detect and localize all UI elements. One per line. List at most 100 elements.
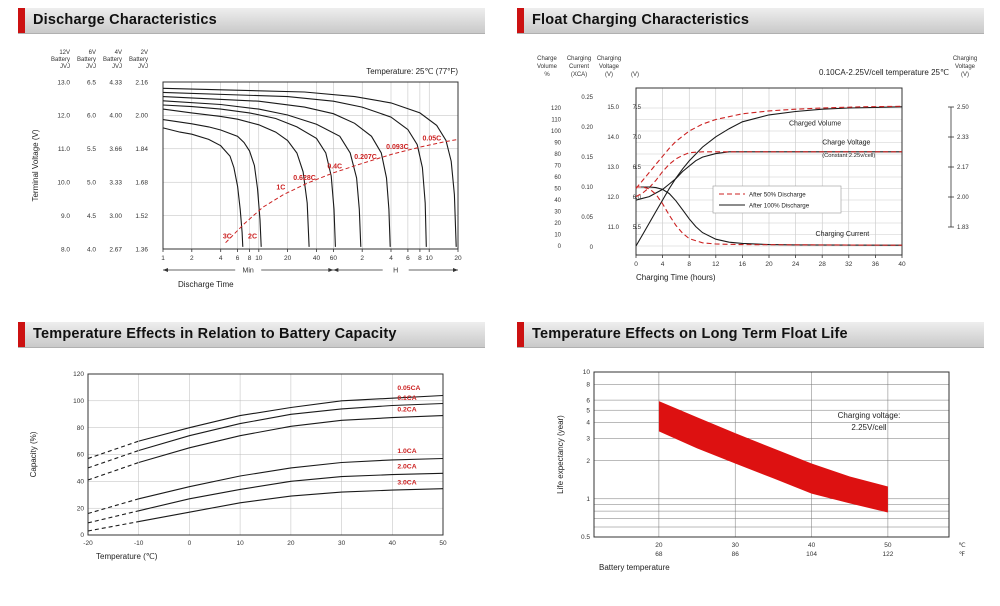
svg-text:Charge Voltage: Charge Voltage <box>822 140 870 147</box>
svg-text:0.05: 0.05 <box>581 215 593 221</box>
svg-text:3.66: 3.66 <box>109 146 122 153</box>
panel-discharge-characteristics: Discharge Characteristics 12V Battery JVJ 1… <box>18 8 485 308</box>
svg-text:2.0CA: 2.0CA <box>397 464 416 471</box>
svg-text:0.10CA-2.25V/cell temperature: 0.10CA-2.25V/cell temperature 25℃ <box>819 68 949 77</box>
svg-text:6.0: 6.0 <box>87 113 96 120</box>
svg-text:4V: 4V <box>115 50 122 56</box>
svg-text:40: 40 <box>389 540 397 547</box>
svg-text:1.68: 1.68 <box>135 180 148 187</box>
svg-text:3.00: 3.00 <box>109 213 122 220</box>
svg-text:Min: Min <box>243 267 254 274</box>
svg-text:100: 100 <box>73 398 84 405</box>
svg-text:90: 90 <box>554 141 561 147</box>
svg-text:0: 0 <box>188 540 192 547</box>
svg-text:1: 1 <box>161 255 165 262</box>
curve-0.05CA <box>138 394 444 442</box>
curve-0.2CA <box>138 415 444 464</box>
temperature-capacity-chart: -20 -10 0 10 20 30 40 50 0 20 40 60 80 100 120 0.05CA 0.… <box>29 371 447 561</box>
svg-text:JVJ: JVJ <box>86 64 96 70</box>
svg-text:Charging: Charging <box>567 56 591 62</box>
svg-text:13.0: 13.0 <box>57 79 70 86</box>
section-title: Temperature Effects in Relation to Batte… <box>33 326 397 342</box>
svg-text:20: 20 <box>454 255 462 262</box>
svg-text:9.0: 9.0 <box>61 213 70 220</box>
section-header: Discharge Characteristics <box>18 8 485 34</box>
curve-3C <box>162 127 244 247</box>
panel-float-life: Temperature Effects on Long Term Float L… <box>517 322 984 598</box>
svg-text:6.5: 6.5 <box>633 165 642 171</box>
svg-text:2.50: 2.50 <box>957 105 969 111</box>
curve-2C <box>162 119 262 247</box>
svg-text:4: 4 <box>389 255 393 262</box>
float-life-chart: 1086543210.5206830864010450122℃℉Charging… <box>556 369 966 572</box>
svg-text:2: 2 <box>586 458 590 465</box>
svg-text:0: 0 <box>80 532 84 539</box>
svg-text:24: 24 <box>792 261 800 268</box>
svg-text:4.33: 4.33 <box>109 79 122 86</box>
cutoff-line <box>225 138 459 244</box>
svg-text:-10: -10 <box>134 540 144 547</box>
svg-text:Current: Current <box>569 64 589 70</box>
curve-0.093C <box>162 91 427 247</box>
svg-text:120: 120 <box>551 106 562 112</box>
svg-text:2.25V/cell: 2.25V/cell <box>851 423 886 432</box>
svg-text:80: 80 <box>77 425 85 432</box>
svg-text:10.0: 10.0 <box>57 180 70 187</box>
svg-text:0.10: 0.10 <box>581 185 593 191</box>
svg-text:40: 40 <box>898 261 906 268</box>
discharge-characteristics-chart: 12VBatteryJVJ13.012.011.010.09.08.06VBat… <box>31 50 462 289</box>
svg-text:Temperature: 25℃ (77°F): Temperature: 25℃ (77°F) <box>366 67 458 76</box>
svg-text:4.0: 4.0 <box>87 246 96 253</box>
svg-text:JVJ: JVJ <box>112 64 122 70</box>
curve-charge-voltage-50 <box>635 151 902 198</box>
svg-text:12V: 12V <box>59 50 70 56</box>
svg-text:10: 10 <box>255 255 263 262</box>
svg-text:Temperature (℃): Temperature (℃) <box>96 552 158 561</box>
svg-text:8: 8 <box>687 261 691 268</box>
svg-text:0.05CA: 0.05CA <box>397 385 420 392</box>
svg-text:Charging Time (hours): Charging Time (hours) <box>636 273 716 282</box>
svg-text:℉: ℉ <box>959 551 966 558</box>
svg-text:1.36: 1.36 <box>135 246 148 253</box>
svg-text:Terminal Voltage (V): Terminal Voltage (V) <box>31 129 40 201</box>
svg-text:20: 20 <box>655 542 663 549</box>
svg-text:20: 20 <box>554 221 561 227</box>
svg-text:Battery: Battery <box>103 57 122 63</box>
svg-text:2C: 2C <box>248 234 257 241</box>
svg-text:5: 5 <box>586 407 590 414</box>
svg-text:(Constant 2.25v/cell): (Constant 2.25v/cell) <box>822 153 875 159</box>
svg-text:0.20: 0.20 <box>581 125 593 131</box>
svg-text:0.15: 0.15 <box>581 155 593 161</box>
svg-text:1.84: 1.84 <box>135 146 148 153</box>
svg-text:50: 50 <box>439 540 447 547</box>
svg-text:Battery: Battery <box>129 57 148 63</box>
panel-float-charging-characteristics: Float Charging Characteristics 0 4 8 12 16 20… <box>517 8 984 308</box>
svg-text:30: 30 <box>554 210 561 216</box>
svg-text:0.25: 0.25 <box>581 95 593 101</box>
svg-text:Charging Current: Charging Current <box>816 231 870 238</box>
svg-text:2.16: 2.16 <box>135 79 148 86</box>
svg-text:3.0CA: 3.0CA <box>397 480 416 487</box>
svg-text:Charged Volume: Charged Volume <box>789 120 841 127</box>
svg-text:4: 4 <box>586 420 590 427</box>
curve-0.1CA <box>138 402 444 452</box>
svg-text:(V): (V) <box>631 72 639 78</box>
svg-text:12: 12 <box>712 261 720 268</box>
curve-0.207C <box>162 96 391 247</box>
svg-text:-20: -20 <box>83 540 93 547</box>
section-header: Float Charging Characteristics <box>517 8 984 34</box>
svg-text:2V: 2V <box>141 50 148 56</box>
svg-text:60: 60 <box>77 452 85 459</box>
svg-text:Charging voltage:: Charging voltage: <box>838 411 901 420</box>
svg-text:104: 104 <box>806 551 817 558</box>
svg-text:3.33: 3.33 <box>109 180 122 187</box>
svg-text:6V: 6V <box>89 50 96 56</box>
svg-text:2: 2 <box>360 255 364 262</box>
svg-text:6.5: 6.5 <box>87 79 96 86</box>
section-title: Float Charging Characteristics <box>532 12 750 28</box>
svg-text:20: 20 <box>77 505 85 512</box>
svg-text:12.0: 12.0 <box>57 113 70 120</box>
svg-text:10: 10 <box>583 369 591 376</box>
svg-text:13.0: 13.0 <box>607 165 619 171</box>
svg-text:(V): (V) <box>961 72 969 78</box>
